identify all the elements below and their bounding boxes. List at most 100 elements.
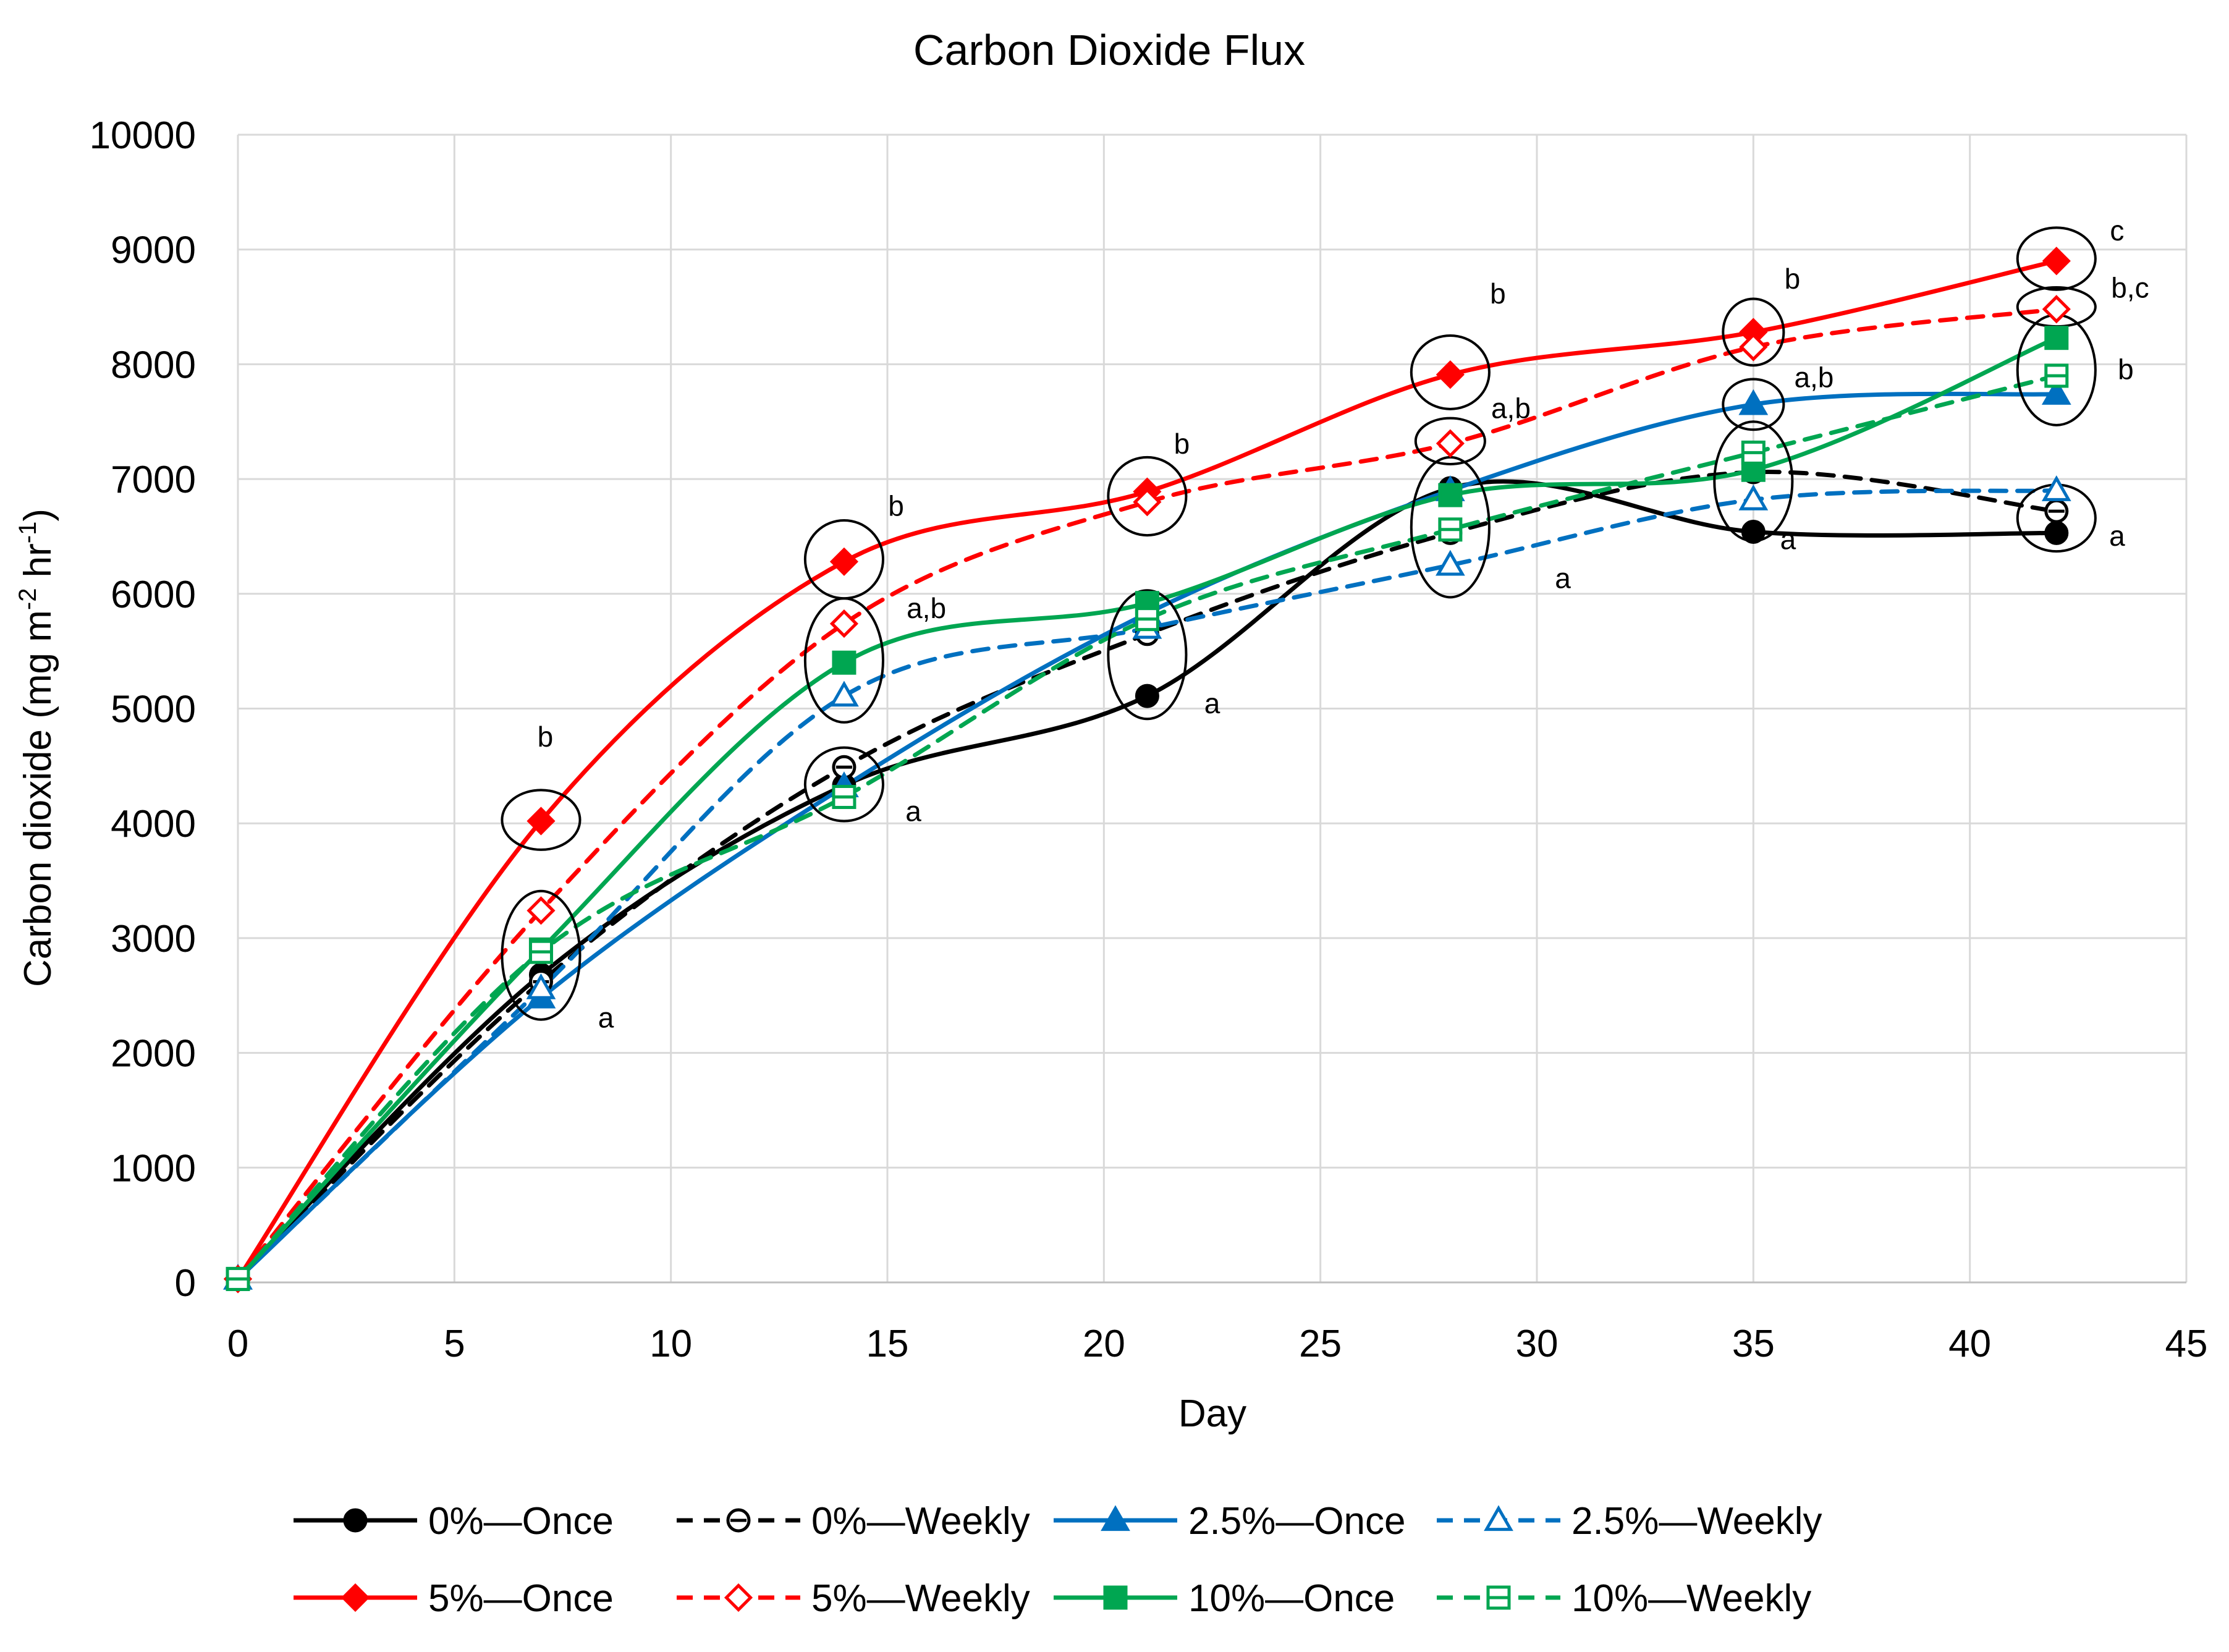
data-point-0-shape	[2044, 520, 2069, 545]
significance-ellipse	[501, 789, 582, 851]
data-point-3	[1738, 484, 1769, 510]
data-point-7	[832, 784, 856, 809]
data-point-5	[1436, 429, 1465, 458]
y-tick-label: 5000	[111, 688, 196, 731]
significance-label: b	[1785, 263, 1801, 295]
data-point-2-shape	[2041, 379, 2071, 405]
legend-label: 5%—Weekly	[811, 1577, 1030, 1620]
y-tick-label: 9000	[111, 229, 196, 272]
x-tick-label: 35	[1732, 1323, 1775, 1365]
significance-label: b	[888, 490, 904, 522]
data-point-7	[1438, 517, 1463, 542]
legend-label: 2.5%—Weekly	[1571, 1500, 1822, 1543]
significance-ellipse	[1722, 297, 1785, 367]
data-point-5-shape	[527, 896, 556, 925]
significance-ellipse	[1722, 378, 1785, 431]
series-line-5	[235, 307, 2059, 1281]
y-axis-label-exp1: -2	[14, 588, 41, 611]
legend-item: 5%—Weekly	[677, 1577, 1030, 1620]
legend-item: 0%—Once	[294, 1500, 614, 1543]
y-tick-label: 2000	[111, 1033, 196, 1075]
significance-ellipse	[2016, 226, 2097, 291]
data-point-6-shape	[2044, 326, 2069, 350]
y-tick-label: 3000	[111, 918, 196, 960]
legend-label: 5%—Once	[428, 1577, 614, 1620]
y-tick-label: 6000	[111, 574, 196, 616]
significance-ellipse	[1107, 455, 1188, 537]
x-tick-label: 30	[1516, 1323, 1559, 1365]
data-point-4-shape	[527, 807, 556, 836]
legend-marker	[1486, 1585, 1511, 1610]
legend-marker	[726, 1508, 751, 1533]
significance-label: a	[1780, 523, 1796, 555]
data-point-4	[829, 547, 859, 576]
data-point-3-shape	[829, 680, 859, 707]
data-point-3-shape	[2041, 475, 2071, 501]
data-point-2-shape	[1738, 389, 1769, 415]
y-axis-label-end: )	[17, 509, 59, 522]
significance-label: b	[538, 721, 554, 753]
legend-item: 2.5%—Weekly	[1437, 1500, 1822, 1543]
data-point-3-shape	[526, 973, 556, 999]
data-point-5	[2042, 295, 2071, 324]
significance-ellipse	[1414, 417, 1486, 465]
y-axis-label-mid: hr	[17, 543, 59, 588]
significance-ellipse	[1410, 334, 1491, 410]
y-tick-label: 4000	[111, 803, 196, 845]
data-point-0	[2044, 520, 2069, 545]
significance-label: c	[2110, 214, 2124, 247]
legend-item: 5%—Once	[294, 1577, 614, 1620]
significance-ellipse	[1107, 589, 1188, 721]
significance-label: a	[2109, 520, 2125, 552]
data-point-0-shape	[1135, 684, 1159, 708]
data-point-5-shape	[1739, 333, 1768, 362]
gridlines	[237, 133, 2188, 1284]
data-point-4	[527, 807, 556, 836]
x-tick-label: 15	[866, 1323, 909, 1365]
data-point-5	[1739, 333, 1768, 362]
data-point-5-shape	[1133, 488, 1162, 517]
y-tick-label: 1000	[111, 1147, 196, 1190]
y-tick-label: 8000	[111, 344, 196, 386]
legend-label: 0%—Weekly	[811, 1500, 1030, 1543]
x-axis-label: Day	[1178, 1392, 1246, 1435]
significance-label: a,b	[907, 592, 946, 624]
x-tick-label: 0	[227, 1323, 248, 1365]
legend-marker	[343, 1508, 368, 1533]
data-point-5-shape	[829, 609, 859, 638]
legend-item: 0%—Weekly	[677, 1500, 1030, 1543]
data-point-7	[226, 1266, 250, 1291]
legend: 0%—Once 0%—Weekly 2.5%—Once 2.5%—Weekly 5%—O…	[294, 1500, 1822, 1620]
data-point-3	[2041, 475, 2071, 501]
data-point-7	[1741, 440, 1766, 465]
significance-ellipse	[803, 746, 884, 823]
data-point-6	[2044, 326, 2069, 350]
data-point-3	[526, 973, 556, 999]
significance-ellipse	[501, 889, 582, 1021]
series-markers	[223, 247, 2071, 1294]
data-point-4-shape	[1436, 360, 1465, 389]
data-point-1	[2044, 499, 2069, 523]
significance-label: b	[1490, 277, 1506, 310]
data-point-2	[2041, 379, 2071, 405]
legend-marker-shape	[343, 1508, 368, 1533]
data-point-4-shape	[2042, 247, 2071, 276]
y-axis-label: Carbon dioxide (mg m-2 hr-1)	[14, 509, 59, 987]
data-point-2	[1738, 389, 1769, 415]
legend-item: 2.5%—Once	[1054, 1500, 1406, 1543]
significance-label: a	[1555, 562, 1571, 595]
y-tick-label: 10000	[90, 114, 196, 157]
data-point-3-shape	[1436, 549, 1465, 576]
legend-item: 10%—Once	[1054, 1577, 1395, 1620]
x-tick-label: 10	[649, 1323, 692, 1365]
data-point-4-shape	[829, 547, 859, 576]
data-point-0	[1741, 520, 1766, 544]
legend-label: 0%—Once	[428, 1500, 614, 1543]
data-point-5-shape	[2042, 295, 2071, 324]
data-point-3-shape	[1738, 484, 1769, 510]
significance-label: b,c	[2111, 272, 2149, 304]
y-tick-label: 7000	[111, 459, 196, 501]
legend-marker	[1484, 1505, 1513, 1531]
